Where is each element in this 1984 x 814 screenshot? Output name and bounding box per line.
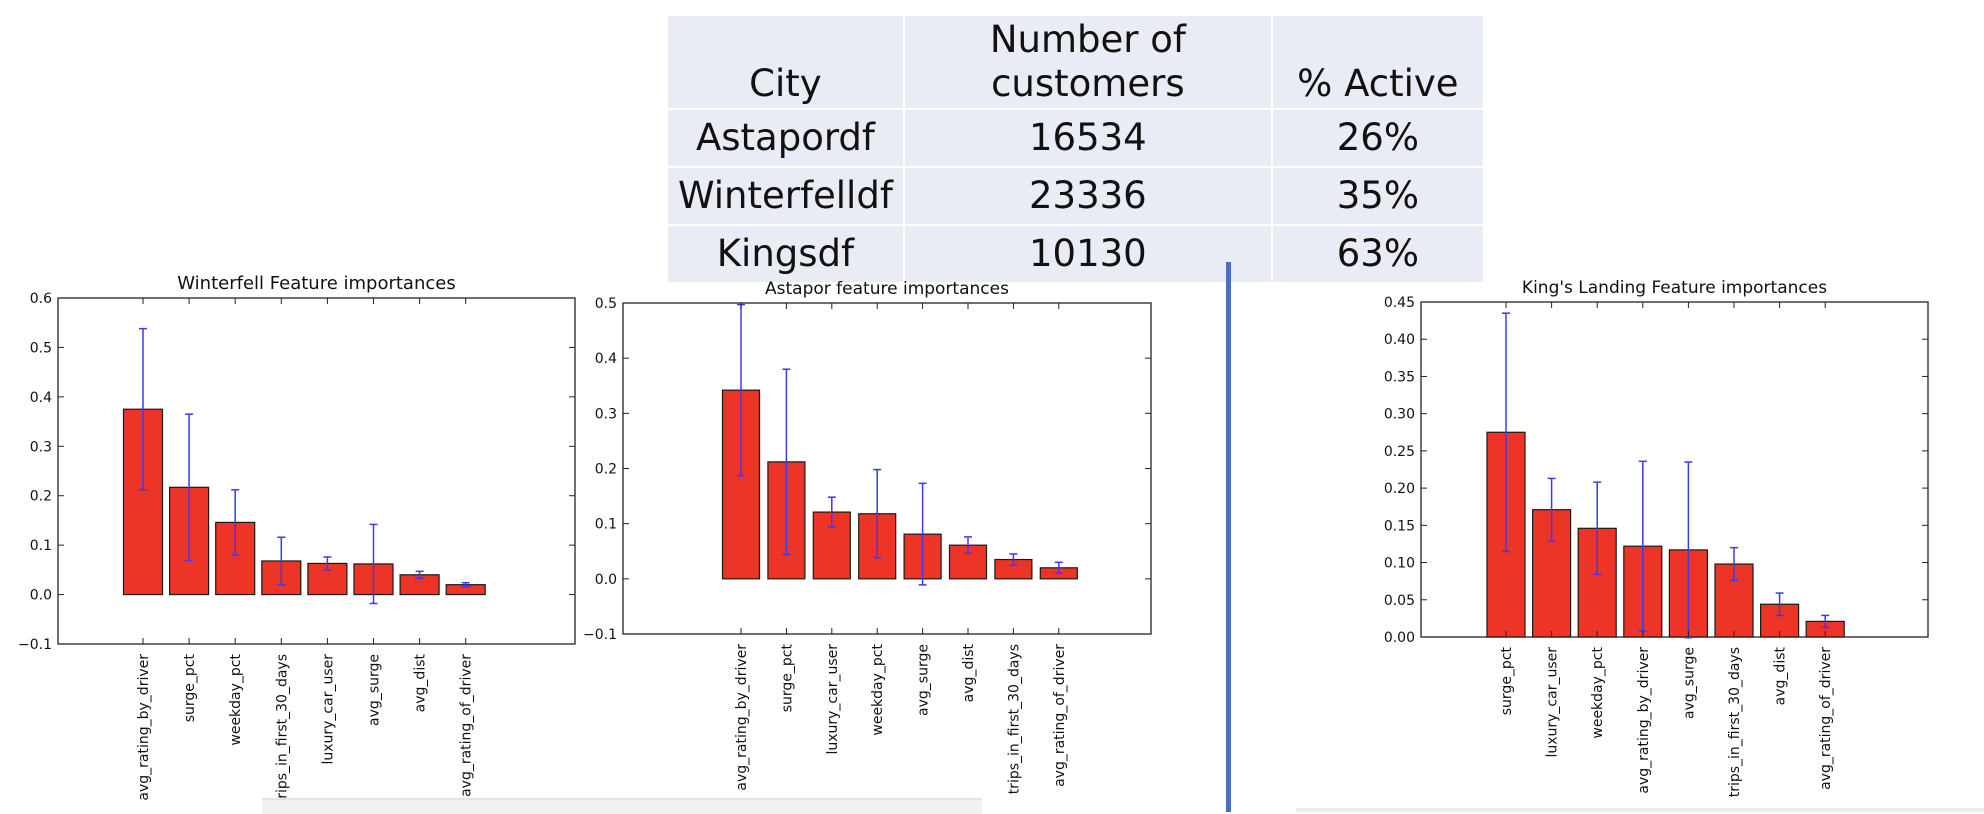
cell-city: Winterfelldf: [666, 166, 905, 226]
x-tick-label: luxury_car_user: [1545, 647, 1561, 758]
y-tick-label: 0.40: [1384, 332, 1415, 348]
header-percent-active: % Active: [1270, 14, 1485, 110]
y-tick-label: 0.15: [1384, 518, 1415, 534]
y-tick-label: 0.4: [595, 351, 617, 367]
header-city: City: [666, 14, 905, 110]
cell-active: 26%: [1270, 108, 1485, 168]
winterfell-feature-importance-chart: Winterfell Feature importances −0.1 0.0 0.1…: [18, 273, 576, 804]
astapor-feature-importance-chart: Astapor feature importances −0.1 0.0 0.1 0.2…: [583, 279, 1152, 794]
x-tick-label: avg_dist: [961, 643, 977, 702]
x-tick-label: trips_in_first_30_days: [1006, 644, 1022, 794]
table-row: Winterfelldf 23336 35%: [666, 166, 1485, 226]
chart-title: King's Landing Feature importances: [1522, 278, 1827, 298]
y-tick-label: 0.3: [30, 439, 52, 455]
customer-summary-table: City Number of customers % Active Astapo…: [666, 14, 1485, 284]
plot-frame: [57, 297, 576, 645]
table-header-row: City Number of customers % Active: [666, 14, 1485, 110]
header-number-of-customers: Number of customers: [902, 14, 1273, 110]
y-tick-label: 0.3: [595, 406, 617, 422]
table-row: Kingsdf 10130 63%: [666, 224, 1485, 284]
y-tick-label: 0.1: [30, 538, 52, 554]
x-tick-label: avg_rating_of_driver: [1052, 644, 1068, 787]
x-tick-label: avg_surge: [916, 644, 932, 716]
x-tick-label: avg_rating_by_driver: [1636, 647, 1652, 794]
chart-title: Winterfell Feature importances: [177, 273, 455, 294]
x-tick-label: avg_rating_of_driver: [1818, 647, 1834, 790]
chart-title: Astapor feature importances: [765, 279, 1009, 299]
y-tick-label: 0.0: [30, 588, 52, 604]
cell-customers: 16534: [902, 108, 1273, 168]
x-tick-label: surge_pct: [1499, 646, 1515, 715]
x-tick-label: luxury_car_user: [825, 644, 841, 755]
y-tick-label: 0.6: [30, 291, 52, 307]
y-tick-label: 0.1: [595, 517, 617, 533]
cell-city: Astapordf: [666, 108, 905, 168]
vertical-divider: [1226, 262, 1231, 812]
x-tick-label: weekday_pct: [1590, 646, 1606, 738]
y-tick-label: 0.35: [1384, 369, 1415, 385]
x-tick-label: trips_in_first_30_days: [1727, 647, 1743, 797]
y-tick-label: 0.4: [30, 390, 52, 406]
cell-customers: 23336: [902, 166, 1273, 226]
y-tick-label: 0.0: [595, 572, 617, 588]
x-tick-label: avg_rating_by_driver: [734, 644, 750, 791]
cell-active: 63%: [1270, 224, 1485, 284]
kings-landing-feature-importance-chart: King's Landing Feature importances 0.00 0.…: [1384, 278, 1929, 797]
x-tick-label: avg_dist: [413, 653, 429, 712]
x-tick-label: weekday_pct: [228, 653, 244, 745]
bottom-scroll-strip: [1296, 808, 1984, 812]
y-tick-label: 0.00: [1384, 630, 1415, 646]
x-tick-label: surge_pct: [779, 643, 795, 712]
y-tick-label: 0.5: [30, 340, 52, 356]
x-tick-label: surge_pct: [182, 653, 198, 722]
x-tick-label: avg_rating_by_driver: [136, 654, 152, 801]
plot-frame: [622, 302, 1152, 635]
x-tick-label: avg_rating_of_driver: [459, 654, 475, 797]
y-tick-label: 0.10: [1384, 556, 1415, 572]
x-tick-label: luxury_car_user: [320, 654, 336, 765]
y-tick-label: 0.20: [1384, 481, 1415, 497]
y-tick-label: −0.1: [18, 637, 52, 653]
x-tick-label: avg_surge: [367, 654, 383, 726]
cell-city: Kingsdf: [666, 224, 905, 284]
y-tick-label: 0.05: [1384, 593, 1415, 609]
x-tick-label: trips_in_first_30_days: [274, 654, 290, 804]
y-tick-label: 0.25: [1384, 444, 1415, 460]
y-tick-label: 0.2: [595, 462, 617, 478]
x-tick-label: weekday_pct: [870, 643, 886, 735]
y-tick-label: 0.2: [30, 489, 52, 505]
y-tick-label: 0.5: [595, 296, 617, 312]
table-row: Astapordf 16534 26%: [666, 108, 1485, 168]
x-tick-label: avg_dist: [1773, 646, 1789, 705]
cell-customers: 10130: [902, 224, 1273, 284]
x-tick-label: avg_surge: [1681, 647, 1697, 719]
y-tick-label: 0.30: [1384, 407, 1415, 423]
cell-active: 35%: [1270, 166, 1485, 226]
y-tick-label: 0.45: [1384, 295, 1415, 311]
bottom-scroll-strip: [262, 798, 982, 814]
y-tick-label: −0.1: [583, 627, 617, 643]
